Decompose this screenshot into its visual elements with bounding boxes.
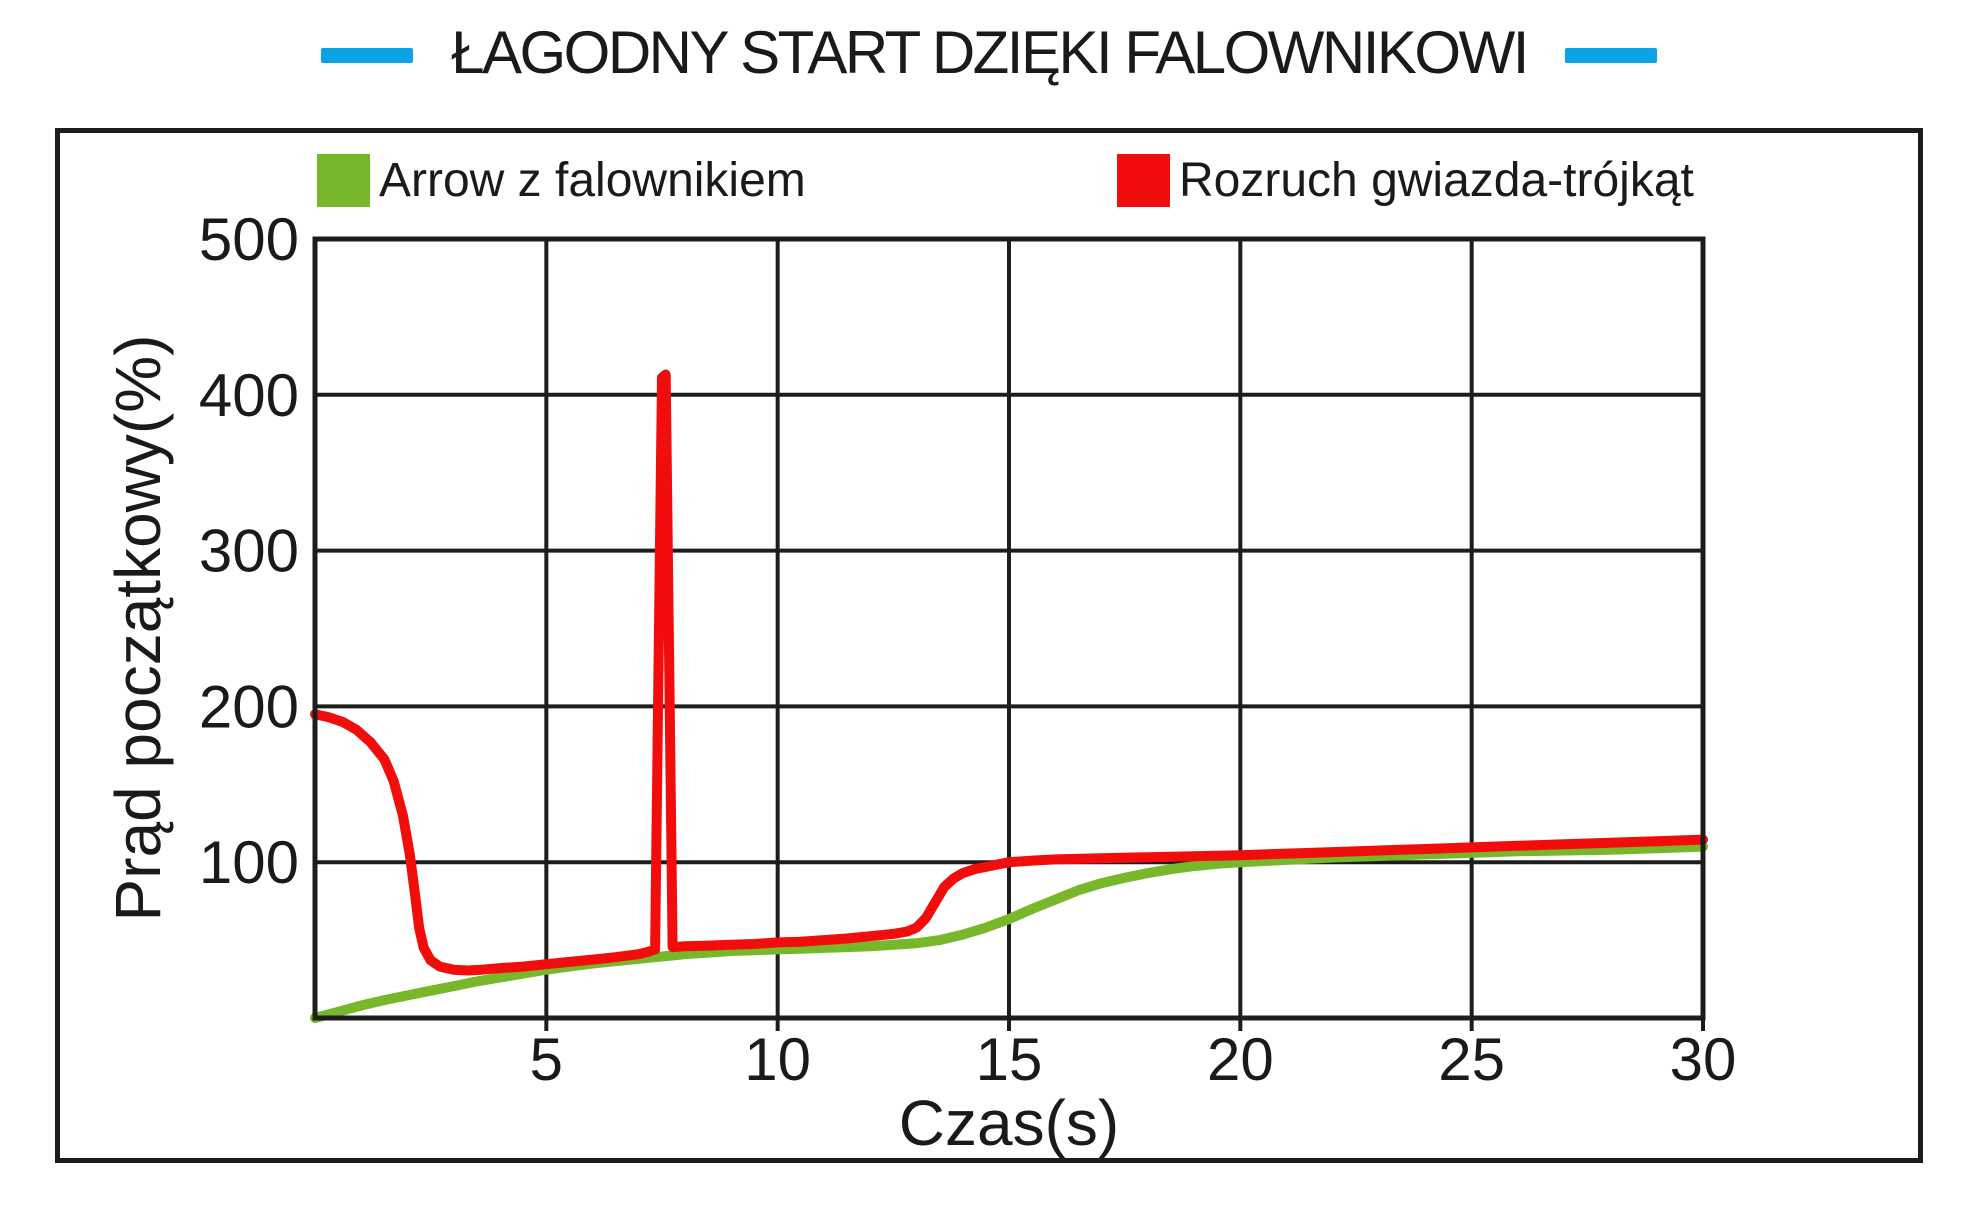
x-tick-label-15: 15 (976, 1026, 1043, 1093)
series-line-arrow-z-falownikiem (310, 841, 1708, 1023)
legend-swatch-red (1117, 154, 1170, 207)
chart-outer-box (55, 128, 1923, 1163)
y-tick-label-200: 200 (199, 673, 299, 740)
x-axis-title: Czas(s) (898, 1087, 1120, 1159)
plot-frame (312, 236, 1706, 1021)
legend-swatch-green (317, 154, 370, 207)
title-dash-right-icon (1564, 48, 1657, 63)
y-tick-label-100: 100 (199, 829, 299, 896)
legend-label: Arrow z falownikiem (379, 154, 806, 207)
legend-item-inverter: Arrow z falownikiem (317, 153, 806, 208)
y-tick-label-400: 400 (199, 362, 299, 429)
legend-label: Rozruch gwiazda-trójkąt (1179, 154, 1694, 207)
x-tick-label-5: 5 (530, 1026, 563, 1093)
y-tick-label-500: 500 (199, 206, 299, 273)
page-title: ŁAGODNY START DZIĘKI FALOWNIKOWI (451, 19, 1529, 86)
x-tick-label-25: 25 (1438, 1026, 1505, 1093)
x-tick-label-10: 10 (744, 1026, 811, 1093)
title-dash-left-icon (321, 48, 414, 63)
chart-title-row: ŁAGODNY START DZIĘKI FALOWNIKOWI (0, 18, 1978, 87)
x-tick-label-30: 30 (1670, 1026, 1737, 1093)
series-line-rozruch-gwiazda-trójkąt (310, 369, 1708, 976)
x-tick-label-20: 20 (1207, 1026, 1274, 1093)
y-tick-label-300: 300 (199, 518, 299, 585)
legend-item-star-delta: Rozruch gwiazda-trójkąt (1117, 153, 1694, 208)
